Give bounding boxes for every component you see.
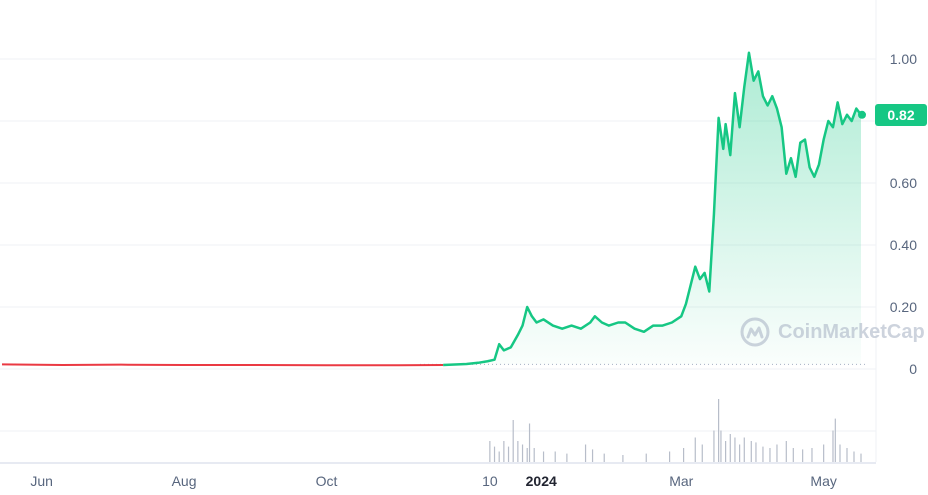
price-line-down [1, 363, 444, 367]
price-area-fill [443, 52, 861, 365]
volume-bars [489, 399, 862, 462]
x-axis-ticks: Jun Aug Oct 10 2024 Mar May [30, 473, 836, 489]
price-line [1, 51, 866, 367]
last-price-marker [857, 110, 866, 119]
gridlines [0, 0, 877, 464]
coinmarketcap-watermark: CoinMarketCap [740, 315, 925, 349]
y-tick-label: 1.00 [890, 51, 917, 67]
current-price-badge: 0.82 [875, 104, 927, 126]
x-tick-label: May [810, 473, 836, 489]
x-tick-label: 2024 [526, 473, 557, 489]
x-tick-label: Aug [172, 473, 197, 489]
coinmarketcap-logo-icon [740, 317, 770, 347]
x-tick-label: Oct [316, 473, 338, 489]
x-tick-label: Mar [669, 473, 693, 489]
y-tick-label: 0 [909, 361, 917, 377]
y-tick-label: 0.20 [890, 299, 917, 315]
x-tick-label: 10 [482, 473, 498, 489]
y-axis-ticks: 0 0.20 0.40 0.60 1.00 [890, 51, 917, 377]
y-tick-label: 0.40 [890, 237, 917, 253]
watermark-text: CoinMarketCap [778, 320, 925, 343]
price-area [443, 52, 861, 365]
y-tick-label: 0.60 [890, 175, 917, 191]
x-tick-label: Jun [30, 473, 53, 489]
price-line-up [443, 51, 862, 367]
